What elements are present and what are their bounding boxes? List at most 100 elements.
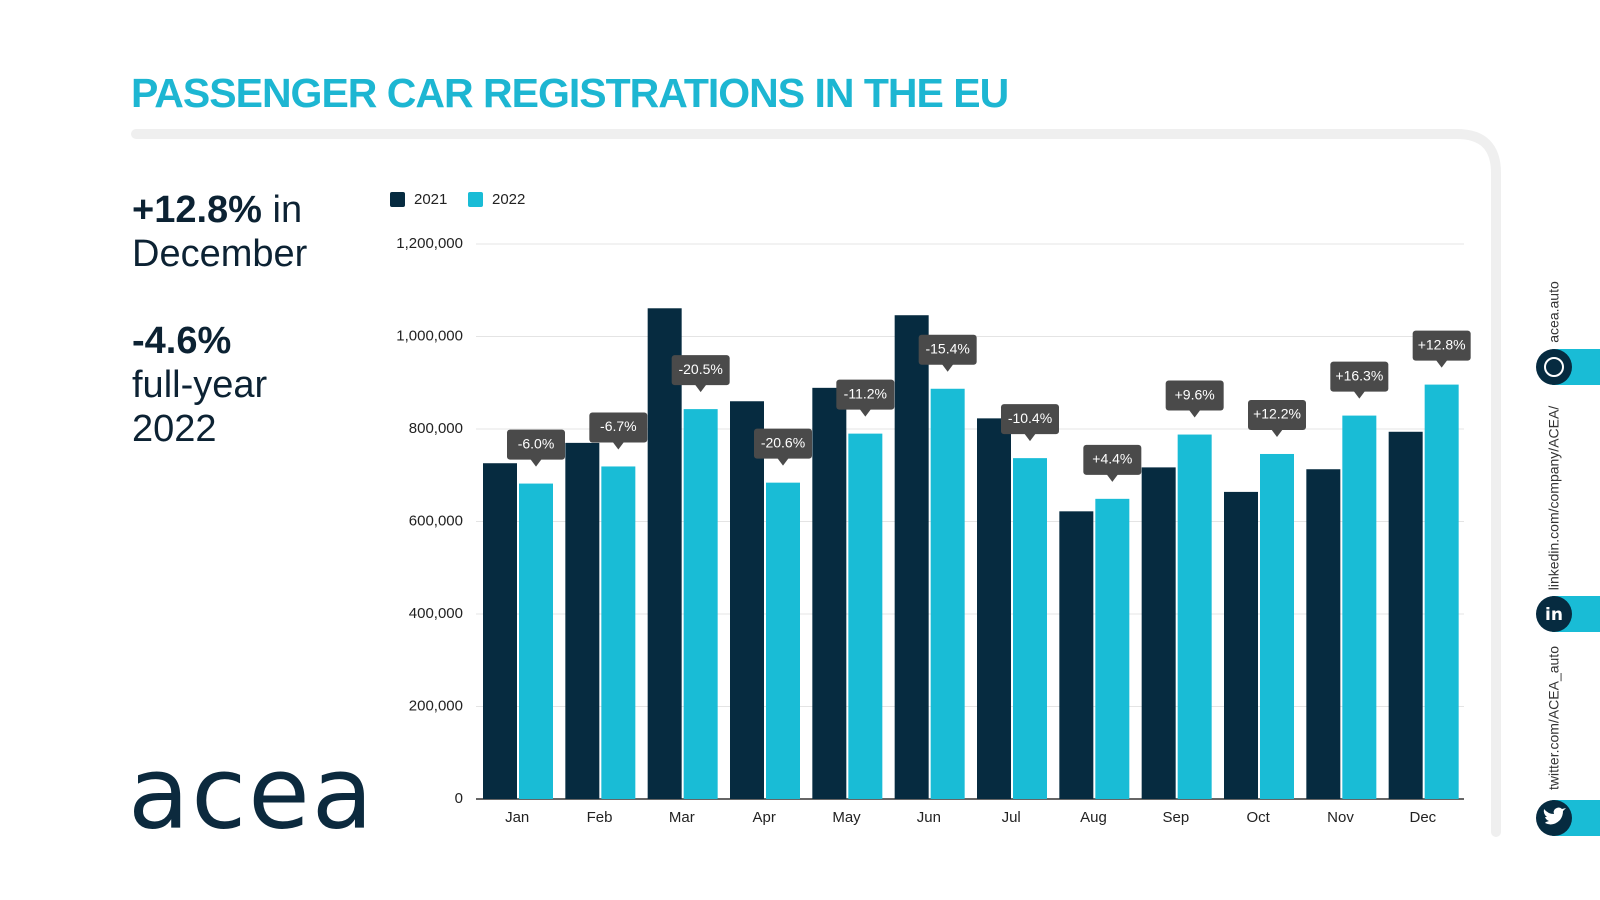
change-callout: -15.4%	[918, 334, 977, 372]
stat-text: in	[273, 189, 303, 231]
callout-pointer	[1024, 433, 1036, 442]
bar	[812, 387, 847, 799]
web-icon-glyph	[1544, 357, 1564, 377]
callout-pointer	[859, 408, 872, 417]
x-tick-label: Sep	[1162, 809, 1189, 826]
legend-swatch	[468, 192, 483, 207]
x-tick-label: Apr	[752, 809, 775, 826]
change-label: +12.8%	[1418, 336, 1466, 352]
change-label: +12.2%	[1253, 406, 1301, 422]
change-label: -20.5%	[678, 361, 722, 377]
callout-box	[1165, 380, 1224, 411]
y-tick-label: 1,000,000	[396, 327, 463, 344]
callout-box	[1001, 404, 1059, 435]
bar	[1424, 384, 1459, 799]
change-callout: +12.2%	[1248, 399, 1306, 437]
callout-pointer	[530, 458, 542, 467]
callout-pointer	[1353, 390, 1366, 399]
callout-pointer	[1435, 359, 1448, 368]
callout-box	[1412, 330, 1471, 361]
bar	[930, 388, 965, 799]
legend-label: 2021	[414, 191, 447, 208]
chart-title: PASSENGER CAR REGISTRATIONS IN THE EU	[131, 70, 1008, 116]
bar	[1342, 415, 1377, 799]
change-callout: +4.4%	[1083, 444, 1142, 482]
stat: +12.8% in	[132, 189, 302, 231]
y-tick-label: 200,000	[409, 697, 463, 714]
y-tick-label: 0	[455, 790, 463, 807]
bar	[1388, 431, 1423, 799]
stat-text: December	[132, 233, 308, 275]
y-tick-label: 1,200,000	[396, 235, 463, 252]
bar	[730, 401, 764, 799]
x-tick-label: Dec	[1409, 809, 1436, 826]
change-label: +4.4%	[1092, 451, 1132, 467]
y-tick-label: 400,000	[409, 605, 463, 622]
stat-value: +12.8%	[132, 189, 262, 231]
change-label: -15.4%	[925, 340, 969, 356]
bar	[1260, 453, 1294, 799]
linkedin-icon[interactable]	[1536, 596, 1572, 632]
x-tick-label: Feb	[587, 809, 613, 826]
change-callout: -11.2%	[836, 379, 895, 417]
x-tick-label: Mar	[669, 809, 695, 826]
callout-box	[754, 428, 812, 459]
bar	[1013, 458, 1047, 799]
bar	[1095, 498, 1130, 799]
bar	[601, 466, 636, 799]
linkedin-glyph: in	[1545, 605, 1563, 625]
bar	[1306, 469, 1341, 799]
change-callout: +12.8%	[1412, 330, 1471, 368]
callout-box	[1248, 399, 1306, 430]
stat-value: -4.6%	[132, 320, 231, 362]
callout-pointer	[941, 363, 954, 372]
bar	[1059, 511, 1094, 799]
change-callout: -10.4%	[1001, 404, 1059, 442]
y-tick-label: 600,000	[409, 512, 463, 529]
callout-box	[507, 429, 565, 460]
x-tick-label: Aug	[1080, 809, 1107, 826]
bar	[1141, 467, 1176, 799]
callout-box	[589, 412, 648, 443]
bar	[519, 483, 553, 799]
bar	[647, 308, 682, 799]
bar	[894, 315, 929, 799]
change-label: -10.4%	[1008, 410, 1052, 426]
change-label: -20.6%	[761, 434, 805, 450]
link[interactable]: linkedin.com/company/ACEA/	[1546, 406, 1562, 591]
y-tick-label: 800,000	[409, 420, 463, 437]
change-label: +9.6%	[1175, 386, 1215, 402]
stat-text: 2022	[132, 408, 217, 450]
link[interactable]: twitter.com/ACEA_auto	[1546, 646, 1562, 790]
bar	[766, 482, 800, 799]
social-bar: in acea.auto linkedin.com/company/ACEA/ …	[1536, 281, 1600, 836]
bar	[683, 409, 718, 799]
twitter-glyph	[1543, 807, 1566, 825]
change-callout: -6.0%	[507, 429, 565, 467]
change-callout: +16.3%	[1330, 361, 1389, 399]
x-tick-label: Jun	[917, 809, 941, 826]
logo: acea	[128, 734, 375, 851]
callout-pointer	[1106, 473, 1119, 482]
callout-pointer	[694, 384, 707, 393]
bar	[848, 433, 883, 799]
bar	[1224, 491, 1258, 799]
legend-label: 2022	[492, 191, 525, 208]
change-label: -6.0%	[518, 435, 555, 451]
callout-pointer	[612, 441, 625, 450]
change-callout: +9.6%	[1165, 380, 1224, 418]
callout-box	[1330, 361, 1389, 392]
change-label: -6.7%	[600, 418, 637, 434]
callout-pointer	[777, 457, 789, 466]
web-icon[interactable]	[1536, 349, 1572, 385]
bar	[565, 442, 600, 799]
callout-pointer	[1188, 409, 1201, 418]
change-label: +16.3%	[1335, 367, 1383, 383]
callout-box	[671, 355, 730, 386]
link[interactable]: acea.auto	[1546, 281, 1562, 343]
x-tick-label: Oct	[1246, 809, 1270, 826]
change-callout: -20.6%	[754, 428, 812, 466]
x-tick-label: Jan	[505, 809, 529, 826]
callout-box	[836, 379, 895, 410]
